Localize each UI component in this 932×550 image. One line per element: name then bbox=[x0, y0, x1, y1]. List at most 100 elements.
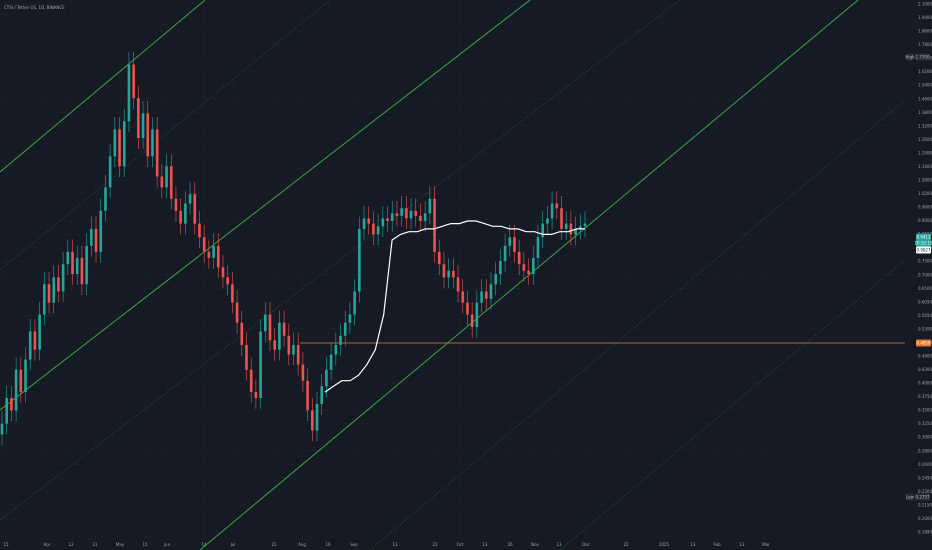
price-tick-label: 2.1000 bbox=[918, 2, 932, 7]
level-tag-text: 0.4850 bbox=[917, 341, 931, 346]
candle-body bbox=[184, 203, 187, 224]
candle-body bbox=[531, 257, 535, 274]
candle-body bbox=[263, 314, 267, 332]
candle-body bbox=[489, 284, 493, 299]
candle-body bbox=[118, 129, 121, 167]
price-tick-label: 1.3800 bbox=[918, 110, 932, 115]
candle-body bbox=[52, 277, 56, 303]
candle-body bbox=[414, 210, 418, 216]
time-tick-label: 22 bbox=[432, 542, 438, 547]
price-tick-label: 1.0200 bbox=[918, 191, 932, 196]
candle-body bbox=[80, 257, 84, 285]
candle-body bbox=[583, 223, 587, 227]
low-value-text: 0.2737 bbox=[916, 495, 930, 500]
candle-body bbox=[221, 267, 225, 278]
candle-body bbox=[47, 284, 51, 303]
vwap-line bbox=[324, 220, 585, 393]
time-tick-label: 22 bbox=[623, 542, 629, 547]
price-tick-label: 1.0800 bbox=[918, 178, 932, 183]
candle-body bbox=[400, 208, 403, 216]
candle-body bbox=[311, 410, 314, 431]
candle-body bbox=[466, 302, 469, 315]
price-tick-label: 0.3750 bbox=[918, 394, 932, 399]
time-tick-label: 12 bbox=[68, 542, 74, 547]
time-tick-label: 26 bbox=[507, 542, 513, 547]
candle-body bbox=[546, 218, 549, 224]
candle-body bbox=[315, 404, 319, 431]
candle-body bbox=[169, 166, 173, 199]
price-tick-label: 0.4600 bbox=[918, 354, 932, 359]
candle-body bbox=[574, 228, 577, 235]
current-price-tag-text: 0.9412 bbox=[917, 235, 931, 240]
candle-body bbox=[99, 210, 103, 252]
price-tick-label: 0.5300 bbox=[918, 326, 932, 331]
price-tick-label: 0.2800 bbox=[918, 448, 932, 453]
candle-body bbox=[75, 257, 79, 274]
time-tick-label: Aug bbox=[298, 542, 306, 547]
price-tick-label: 1.5400 bbox=[918, 83, 932, 88]
price-tick-label: 1.4600 bbox=[918, 96, 932, 101]
candle-body bbox=[564, 223, 568, 229]
high-value bbox=[915, 53, 930, 61]
time-tick-label: 16 bbox=[325, 542, 331, 547]
candle-body bbox=[165, 166, 168, 188]
candle-body bbox=[381, 218, 385, 227]
candle-body bbox=[235, 302, 239, 323]
candle-body bbox=[390, 213, 394, 221]
candle-body bbox=[137, 98, 140, 139]
candle-body bbox=[240, 322, 244, 345]
time-tick-label: 15 bbox=[142, 542, 148, 547]
price-tick-label: 0.9000 bbox=[918, 218, 932, 223]
channel-line bbox=[559, 259, 906, 550]
price-tick-label: 1.1400 bbox=[918, 164, 932, 169]
low-label bbox=[906, 493, 914, 501]
candle-body bbox=[517, 251, 521, 265]
candle-body bbox=[499, 261, 502, 274]
candle-body bbox=[386, 218, 389, 221]
candle-body bbox=[541, 223, 544, 238]
candle-body bbox=[433, 198, 436, 252]
candle-body bbox=[193, 194, 197, 224]
candle-body bbox=[90, 228, 93, 246]
candle-body bbox=[395, 213, 399, 216]
time-axis[interactable]: 15 Apr 12 21 May 15 Jun 14 Jul 21 Aug 16 Sep 13 22 Oct 1… bbox=[3, 542, 770, 547]
price-tick-label: 1.8600 bbox=[918, 29, 932, 34]
candle-body bbox=[104, 187, 107, 211]
candle-body bbox=[372, 223, 375, 235]
candle-body bbox=[14, 369, 18, 411]
price-tick-label: 0.1890 bbox=[918, 530, 932, 535]
candle-body bbox=[503, 245, 507, 262]
candle-body bbox=[202, 237, 206, 252]
candle-body bbox=[57, 277, 60, 292]
price-tick-label: 1.3200 bbox=[918, 123, 932, 128]
countdown-tag bbox=[916, 239, 931, 247]
time-tick-label: 13 bbox=[392, 542, 398, 547]
candle-body bbox=[475, 302, 479, 328]
high-label-text: High bbox=[905, 55, 915, 60]
time-tick-label: Feb bbox=[713, 542, 721, 547]
candle-body bbox=[245, 344, 248, 370]
candle-body bbox=[560, 208, 563, 229]
candle-body bbox=[550, 203, 554, 219]
candle-body bbox=[325, 369, 328, 387]
candle-body bbox=[334, 344, 338, 355]
price-tick-label: 0.6050 bbox=[918, 299, 932, 304]
candle-body bbox=[33, 331, 37, 350]
channel-line bbox=[199, 0, 859, 550]
channel-line bbox=[369, 99, 906, 550]
candle-body bbox=[179, 210, 182, 224]
channel-line bbox=[0, 0, 531, 411]
time-tick-label: 14 bbox=[201, 542, 207, 547]
candle-body bbox=[461, 291, 465, 303]
candle-body bbox=[231, 284, 234, 303]
level-tag bbox=[916, 339, 931, 347]
candle-body bbox=[456, 277, 460, 292]
price-tick-label: 0.2300 bbox=[918, 489, 932, 494]
price-tick-label: 0.2150 bbox=[918, 502, 932, 507]
price-tick-label: 0.2450 bbox=[918, 475, 932, 480]
price-tick-label: 1.7800 bbox=[918, 42, 932, 47]
candle-body bbox=[343, 322, 347, 336]
price-axis[interactable]: 2.10001.94001.86001.78001.70001.62001.54… bbox=[918, 2, 932, 535]
